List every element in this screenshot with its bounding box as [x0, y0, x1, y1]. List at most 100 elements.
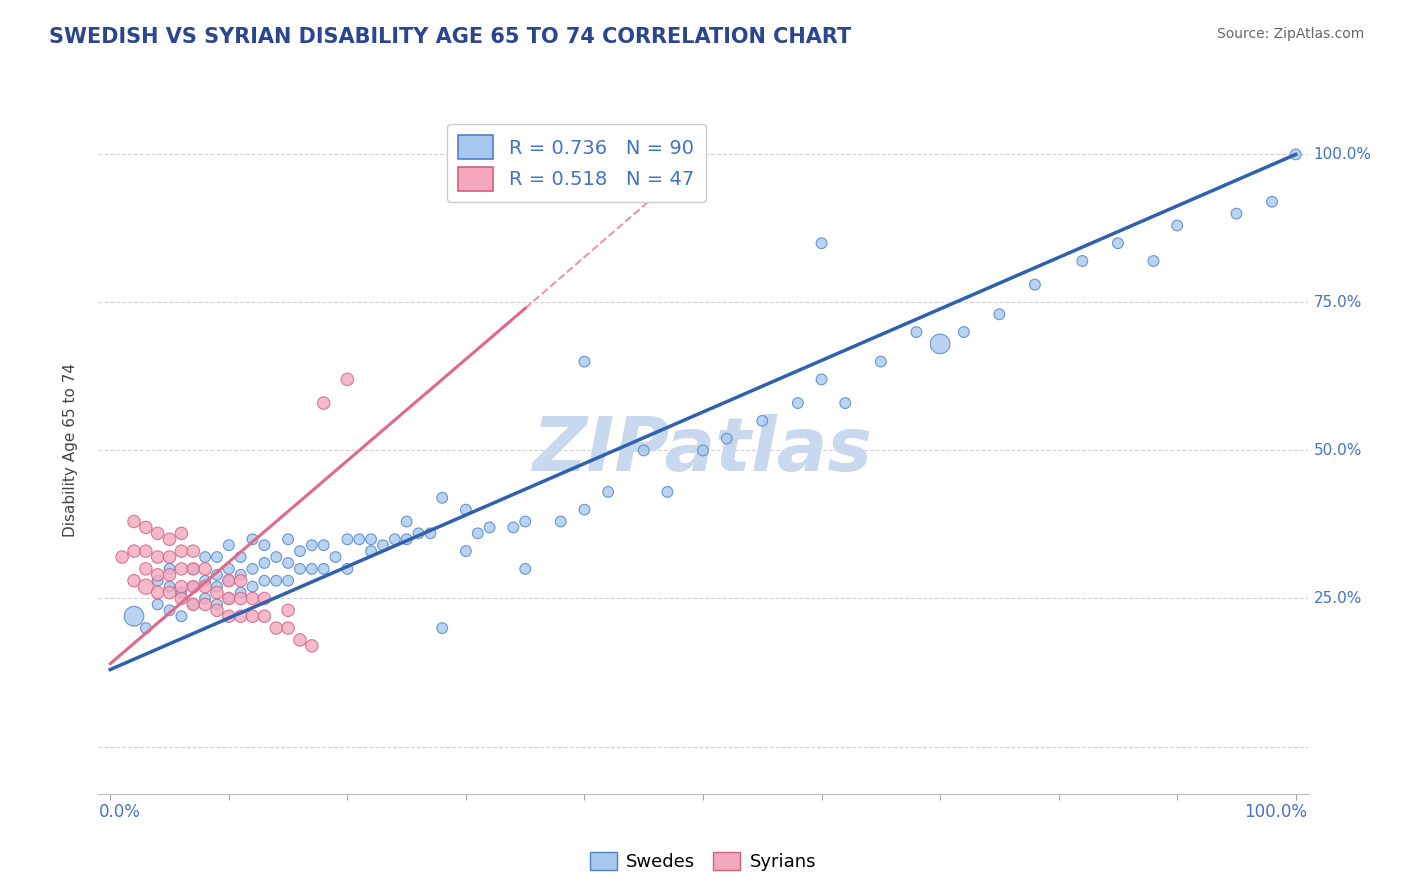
Point: [810, 372, 832, 386]
Point: [218, 574, 240, 588]
Point: [550, 515, 572, 529]
Point: [1071, 254, 1094, 268]
Point: [146, 574, 169, 588]
Point: [146, 549, 169, 564]
Point: [146, 598, 169, 612]
Point: [574, 502, 596, 516]
Point: [218, 609, 240, 624]
Point: [205, 585, 228, 599]
Point: [253, 609, 276, 624]
Point: [1107, 236, 1129, 251]
Text: 100.0%: 100.0%: [1313, 147, 1371, 162]
Point: [633, 443, 655, 458]
Point: [952, 325, 974, 339]
Point: [905, 325, 928, 339]
Point: [786, 396, 808, 410]
Point: [205, 598, 228, 612]
Point: [432, 621, 454, 635]
Text: SWEDISH VS SYRIAN DISABILITY AGE 65 TO 74 CORRELATION CHART: SWEDISH VS SYRIAN DISABILITY AGE 65 TO 7…: [49, 27, 852, 46]
Point: [242, 591, 264, 606]
Point: [336, 562, 359, 576]
Point: [181, 580, 204, 594]
Text: Source: ZipAtlas.com: Source: ZipAtlas.com: [1216, 27, 1364, 41]
Point: [419, 526, 441, 541]
Point: [229, 591, 252, 606]
Point: [181, 544, 204, 558]
Point: [1261, 194, 1284, 209]
Point: [301, 562, 323, 576]
Point: [205, 549, 228, 564]
Point: [312, 538, 335, 552]
Point: [181, 580, 204, 594]
Point: [264, 574, 287, 588]
Point: [170, 591, 193, 606]
Text: ZIPatlas: ZIPatlas: [533, 414, 873, 487]
Point: [988, 307, 1011, 321]
Point: [135, 520, 157, 534]
Point: [159, 549, 181, 564]
Point: [502, 520, 524, 534]
Point: [194, 562, 217, 576]
Point: [301, 639, 323, 653]
Point: [716, 432, 738, 446]
Point: [111, 549, 134, 564]
Point: [810, 236, 832, 251]
Point: [146, 567, 169, 582]
Point: [181, 598, 204, 612]
Point: [347, 533, 370, 547]
Point: [205, 567, 228, 582]
Point: [122, 609, 145, 624]
Point: [454, 544, 477, 558]
Point: [135, 562, 157, 576]
Point: [170, 526, 193, 541]
Point: [122, 574, 145, 588]
Point: [135, 621, 157, 635]
Point: [692, 443, 714, 458]
Point: [467, 526, 489, 541]
Point: [312, 562, 335, 576]
Text: 75.0%: 75.0%: [1313, 295, 1362, 310]
Point: [253, 574, 276, 588]
Point: [574, 354, 596, 368]
Point: [277, 574, 299, 588]
Point: [170, 580, 193, 594]
Point: [159, 562, 181, 576]
Point: [277, 556, 299, 570]
Point: [218, 591, 240, 606]
Point: [170, 562, 193, 576]
Point: [264, 549, 287, 564]
Point: [159, 567, 181, 582]
Point: [135, 580, 157, 594]
Point: [242, 580, 264, 594]
Point: [159, 585, 181, 599]
Point: [135, 544, 157, 558]
Point: [598, 484, 620, 499]
Point: [336, 533, 359, 547]
Text: 100.0%: 100.0%: [1244, 803, 1308, 821]
Point: [371, 538, 394, 552]
Point: [194, 598, 217, 612]
Point: [170, 544, 193, 558]
Point: [229, 585, 252, 599]
Point: [277, 533, 299, 547]
Point: [229, 549, 252, 564]
Point: [336, 372, 359, 386]
Point: [253, 538, 276, 552]
Point: [478, 520, 501, 534]
Point: [384, 533, 406, 547]
Point: [146, 526, 169, 541]
Point: [159, 580, 181, 594]
Point: [288, 544, 311, 558]
Point: [408, 526, 430, 541]
Point: [288, 562, 311, 576]
Point: [360, 544, 382, 558]
Point: [929, 337, 952, 351]
Legend: R = 0.736   N = 90, R = 0.518   N = 47: R = 0.736 N = 90, R = 0.518 N = 47: [447, 124, 706, 202]
Point: [229, 574, 252, 588]
Point: [159, 603, 181, 617]
Point: [657, 484, 679, 499]
Point: [312, 396, 335, 410]
Y-axis label: Disability Age 65 to 74: Disability Age 65 to 74: [63, 363, 77, 538]
Point: [218, 538, 240, 552]
Text: 0.0%: 0.0%: [98, 803, 141, 821]
